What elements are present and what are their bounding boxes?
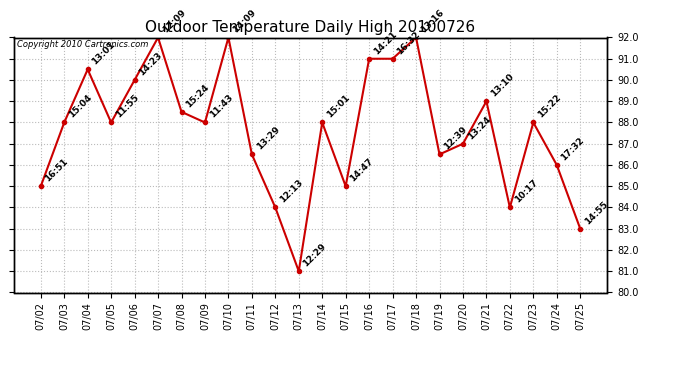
Text: 13:24: 13:24	[466, 114, 493, 141]
Text: 13:10: 13:10	[489, 72, 515, 99]
Text: 13:01: 13:01	[90, 40, 117, 67]
Text: 15:04: 15:04	[67, 93, 94, 120]
Text: 11:55: 11:55	[114, 93, 141, 120]
Text: 12:09: 12:09	[161, 8, 188, 35]
Text: 12:29: 12:29	[302, 242, 328, 268]
Text: 13:29: 13:29	[255, 125, 282, 152]
Text: 15:22: 15:22	[536, 93, 563, 120]
Title: Outdoor Temperature Daily High 20100726: Outdoor Temperature Daily High 20100726	[146, 20, 475, 35]
Text: 15:01: 15:01	[325, 93, 351, 120]
Text: 10:17: 10:17	[513, 178, 540, 205]
Text: 14:09: 14:09	[231, 8, 258, 35]
Text: 13:16: 13:16	[419, 8, 446, 35]
Text: 17:32: 17:32	[560, 135, 586, 162]
Text: 15:24: 15:24	[184, 82, 211, 109]
Text: 12:13: 12:13	[278, 178, 305, 205]
Text: 11:43: 11:43	[208, 93, 235, 120]
Text: 16:51: 16:51	[43, 157, 70, 183]
Text: 14:55: 14:55	[583, 199, 610, 226]
Text: 16:32: 16:32	[395, 29, 422, 56]
Text: 12:39: 12:39	[442, 125, 469, 152]
Text: 14:23: 14:23	[137, 51, 164, 77]
Text: Copyright 2010 Cartronics.com: Copyright 2010 Cartronics.com	[17, 40, 148, 49]
Text: 14:21: 14:21	[372, 29, 399, 56]
Text: 14:47: 14:47	[348, 157, 375, 183]
